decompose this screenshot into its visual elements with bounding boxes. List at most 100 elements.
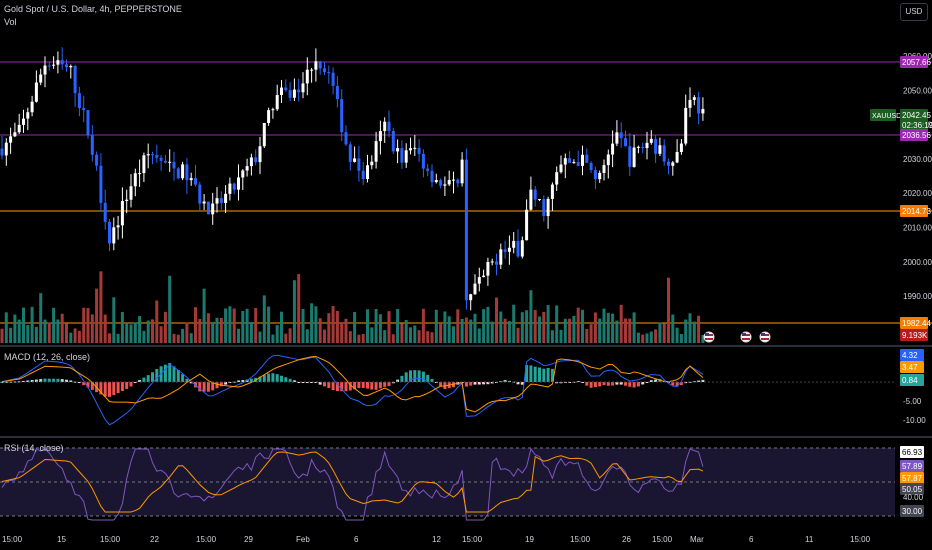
volume-bar xyxy=(297,274,301,343)
volume-label[interactable]: Vol xyxy=(4,17,17,27)
us-flag-icon[interactable] xyxy=(740,331,752,343)
candle-body xyxy=(391,131,395,152)
price-countdown-bg xyxy=(900,119,928,131)
macd-histogram-bar xyxy=(340,382,344,392)
candle-body xyxy=(245,166,249,171)
volume-bar xyxy=(245,308,249,343)
macd-histogram-bar xyxy=(271,373,275,382)
candle-body xyxy=(400,148,404,163)
volume-bar xyxy=(232,308,236,343)
candle-body xyxy=(649,138,653,143)
candle-body xyxy=(224,193,228,203)
volume-bar xyxy=(65,323,68,343)
candle-body xyxy=(86,110,90,136)
macd-histogram-bar xyxy=(224,382,228,385)
macd-histogram-bar xyxy=(176,369,180,382)
macd-histogram-bar xyxy=(383,382,387,387)
candle-body xyxy=(645,142,649,149)
candle-body xyxy=(619,132,623,139)
macd-histogram-bar xyxy=(391,382,395,384)
candle-body xyxy=(181,164,185,179)
macd-histogram-bar xyxy=(198,382,202,392)
candle-body xyxy=(133,173,137,187)
rsi-tick-label: 40.00 xyxy=(903,493,924,502)
candle-body xyxy=(241,170,245,178)
candle-body xyxy=(636,146,640,148)
candle-body xyxy=(409,148,412,151)
candle-body xyxy=(353,158,357,162)
macd-histogram-bar xyxy=(628,382,632,387)
macd-histogram-bar xyxy=(211,382,215,391)
us-flag-icon[interactable] xyxy=(703,331,715,343)
candle-body xyxy=(576,162,580,166)
candle-body xyxy=(654,138,658,154)
candle-body xyxy=(469,294,473,301)
volume-bar xyxy=(228,306,232,343)
rsi-label[interactable]: RSI (14, close) xyxy=(4,443,64,453)
macd-value-label-bg xyxy=(900,374,924,386)
volume-bar xyxy=(533,309,537,343)
macd-histogram-bar xyxy=(550,368,554,382)
candle-body xyxy=(305,69,309,84)
macd-histogram-bar xyxy=(559,382,563,384)
price-countdown: 02:36:19 xyxy=(902,121,932,130)
candle-body xyxy=(538,199,541,201)
candle-body xyxy=(426,168,430,171)
pane-separator-macd[interactable] xyxy=(0,345,932,347)
candle-body xyxy=(198,184,202,204)
rsi-pane[interactable] xyxy=(0,447,895,521)
candle-body xyxy=(611,143,615,155)
candle-body xyxy=(30,101,34,113)
candle-body xyxy=(17,124,21,133)
candle-body xyxy=(628,146,632,167)
currency-button[interactable]: USD xyxy=(900,3,928,21)
rsi-value-label-bg xyxy=(900,472,924,484)
rsi-value-label: 30.00 xyxy=(902,507,923,516)
macd-histogram-bar xyxy=(692,381,696,383)
candle-body xyxy=(77,93,81,109)
candle-body xyxy=(219,198,223,203)
resistance-mid-price-bg xyxy=(900,129,928,141)
volume-bar xyxy=(43,319,47,343)
volume-bar xyxy=(26,325,30,343)
candle-body xyxy=(520,240,524,257)
volume-bar xyxy=(473,313,477,343)
us-flag-icon[interactable] xyxy=(759,331,771,343)
volume-bar xyxy=(391,334,395,343)
candle-body xyxy=(292,89,296,98)
symbol-title[interactable]: Gold Spot / U.S. Dollar, 4h, PEPPERSTONE xyxy=(4,4,182,14)
candle-body xyxy=(516,240,520,257)
candle-body xyxy=(116,225,120,228)
volume-bar xyxy=(542,311,546,343)
candle-body xyxy=(374,141,378,162)
volume-bar xyxy=(649,331,653,343)
volume-bar xyxy=(490,321,494,343)
candle-body xyxy=(335,85,339,100)
time-tick-label: 15:00 xyxy=(462,535,483,544)
volume-bar xyxy=(82,307,86,343)
rsi-value-label: 66.93 xyxy=(902,448,923,457)
macd-histogram-bar xyxy=(181,374,185,382)
last-price-symbol-bg xyxy=(870,109,896,121)
time-tick-label: 15 xyxy=(57,535,66,544)
time-tick-label: 6 xyxy=(354,535,359,544)
candlesticks[interactable] xyxy=(0,47,705,311)
volume-bar xyxy=(172,333,176,343)
flag-stripe xyxy=(761,338,769,340)
pane-separator-rsi[interactable] xyxy=(0,436,932,438)
volume-bar xyxy=(615,320,619,343)
macd-pane[interactable] xyxy=(0,354,895,426)
macd-label[interactable]: MACD (12, 26, close) xyxy=(4,352,91,362)
volume-bar xyxy=(563,318,567,343)
volume-bar xyxy=(86,308,90,343)
macd-histogram-bar xyxy=(219,382,223,387)
candle-body xyxy=(679,143,683,153)
volume-bar xyxy=(654,329,658,343)
rsi-value-label-bg xyxy=(900,446,924,458)
candle-body xyxy=(464,159,468,301)
volume-bar xyxy=(606,312,610,343)
macd-histogram-bar xyxy=(671,382,675,386)
candle-body xyxy=(606,154,610,166)
volume-bar xyxy=(34,326,38,343)
